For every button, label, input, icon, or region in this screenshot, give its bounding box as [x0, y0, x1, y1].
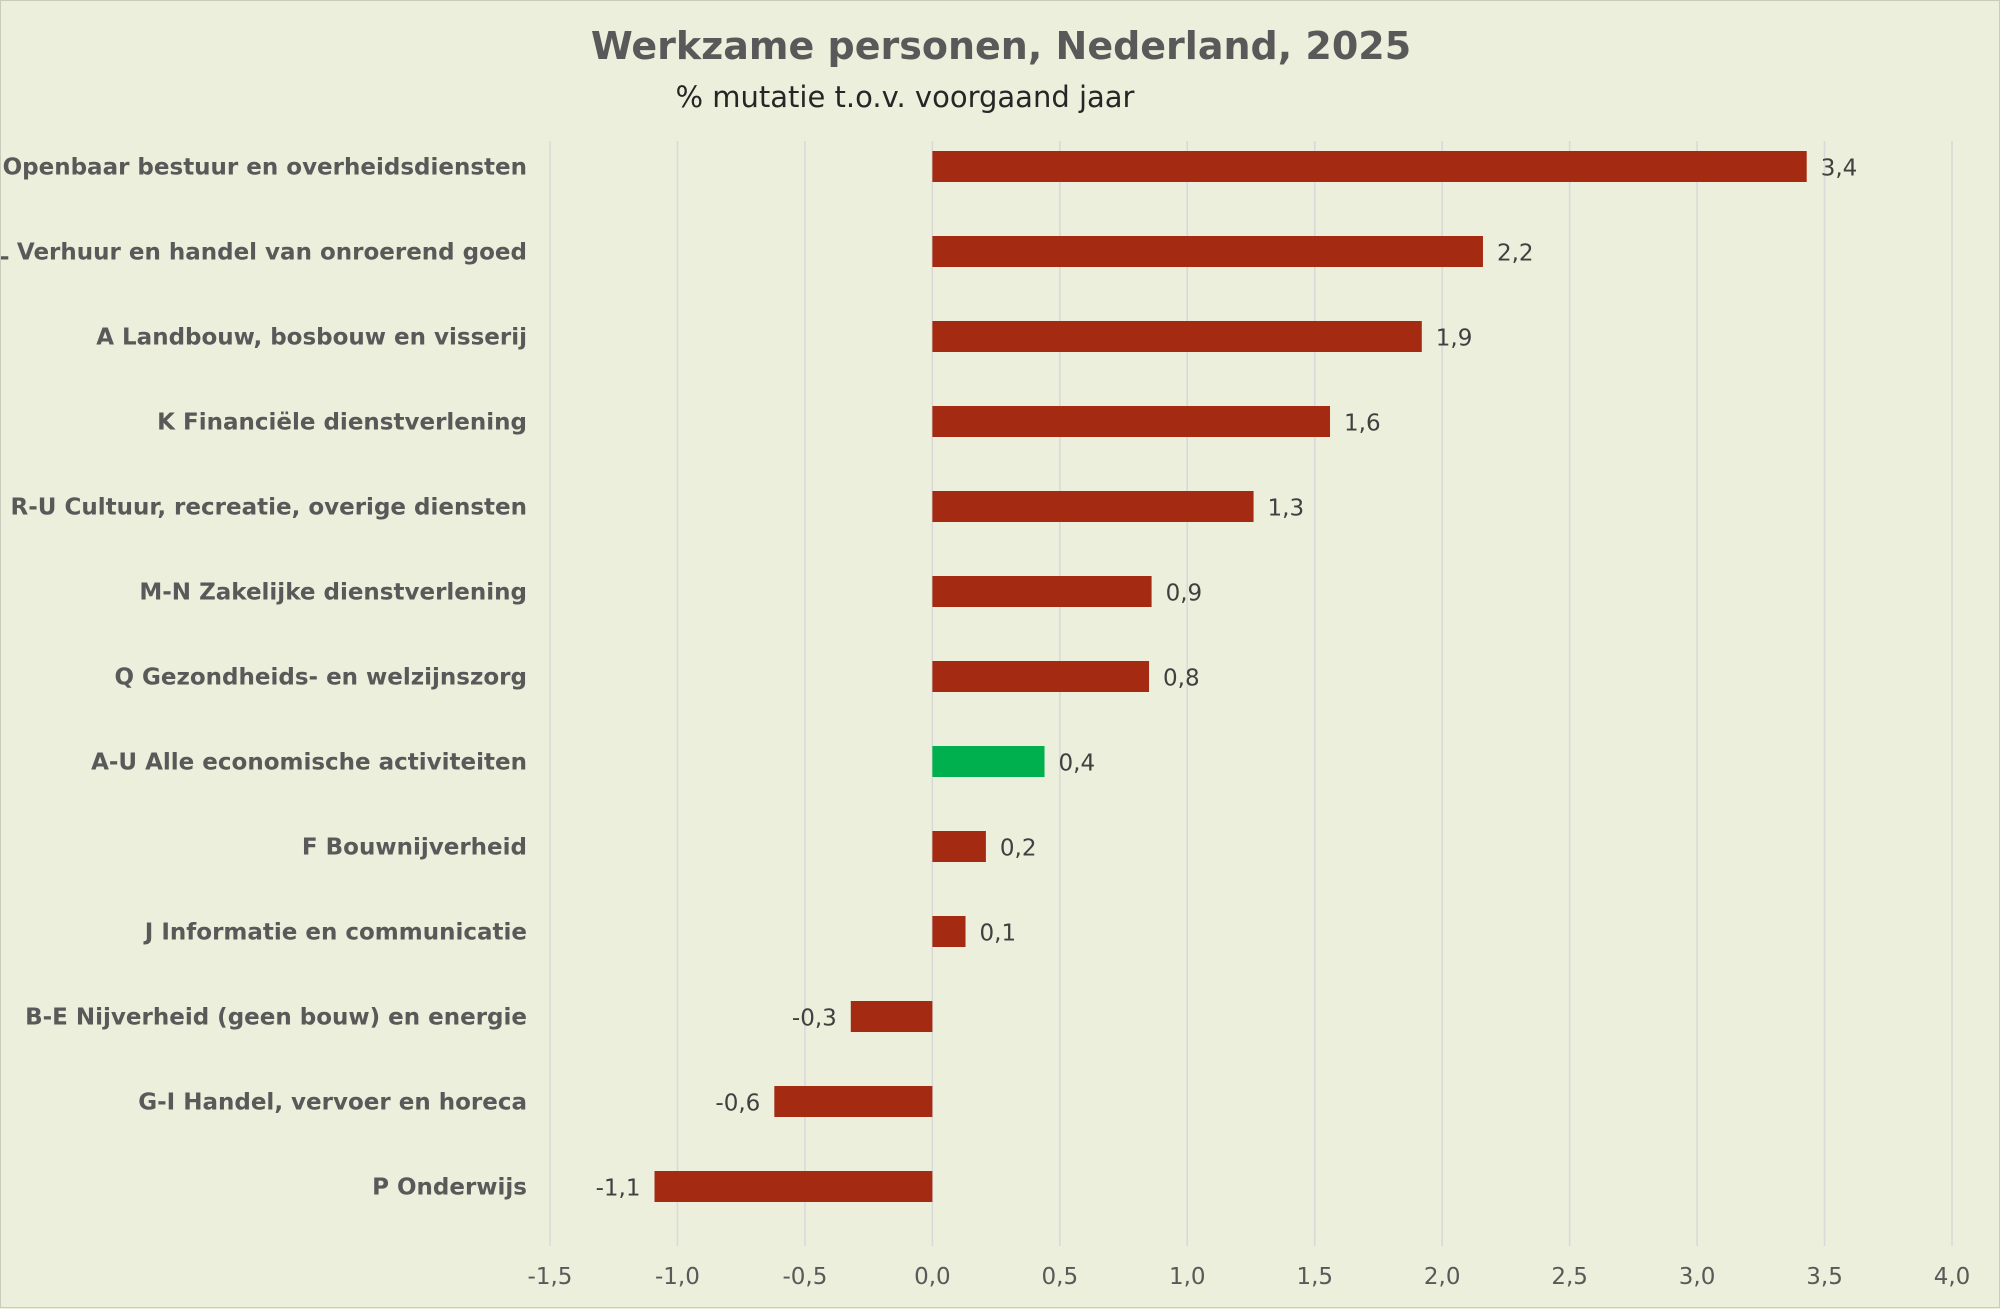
data-label: 0,1: [980, 921, 1017, 947]
bar: [654, 1171, 933, 1202]
category-label: O Openbaar bestuur en overheidsdiensten: [1, 155, 527, 181]
category-label: B-E Nijverheid (geen bouw) en energie: [25, 1005, 527, 1031]
x-tick-label: 2,0: [1424, 1264, 1461, 1290]
category-label: A-U Alle economische activiteiten: [91, 750, 527, 776]
x-tick-label: 2,5: [1551, 1264, 1588, 1290]
x-tick-label: 3,0: [1679, 1264, 1716, 1290]
category-label: K Financiële dienstverlening: [157, 410, 527, 436]
data-label: 1,6: [1344, 411, 1381, 437]
x-tick-label: 4,0: [1934, 1264, 1971, 1290]
x-tick-label: 1,0: [1169, 1264, 1206, 1290]
bar: [932, 661, 1150, 692]
bar: [932, 321, 1422, 352]
x-tick-label: 1,5: [1296, 1264, 1333, 1290]
bar: [932, 576, 1152, 607]
x-tick-label: -1,5: [528, 1264, 573, 1290]
category-label: G-I Handel, vervoer en horeca: [138, 1090, 527, 1116]
data-label: -0,3: [792, 1006, 837, 1032]
x-tick-label: 3,5: [1806, 1264, 1843, 1290]
category-labels: O Openbaar bestuur en overheidsdiensten L…: [1, 155, 527, 1201]
data-label: -0,6: [715, 1091, 760, 1117]
data-label: 2,2: [1497, 241, 1534, 267]
data-label: 3,4: [1821, 156, 1858, 182]
x-tick-label: 0,5: [1042, 1264, 1079, 1290]
data-label: 0,9: [1166, 581, 1203, 607]
category-label: A Landbouw, bosbouw en visserij: [96, 325, 527, 351]
bar: [774, 1086, 933, 1117]
chart-subtitle: % mutatie t.o.v. voorgaand jaar: [676, 80, 1135, 114]
category-label: F Bouwnijverheid: [302, 835, 527, 861]
bar: [932, 236, 1483, 267]
data-label: 1,9: [1436, 326, 1473, 352]
bars: [654, 151, 1807, 1202]
category-label: Q Gezondheids- en welzijnszorg: [114, 665, 527, 691]
category-label: P Onderwijs: [372, 1175, 527, 1201]
x-tick-label: 0,0: [914, 1264, 951, 1290]
category-label: L Verhuur en handel van onroerend goed: [1, 240, 527, 266]
category-label: M-N Zakelijke dienstverlening: [139, 580, 527, 606]
bar: [932, 916, 966, 947]
x-tick-label: -0,5: [782, 1264, 827, 1290]
x-tick-label: -1,0: [655, 1264, 700, 1290]
bar: [932, 746, 1045, 777]
bar: [932, 831, 986, 862]
bar: [850, 1001, 933, 1032]
data-label: -1,1: [596, 1176, 641, 1202]
category-label: R-U Cultuur, recreatie, overige diensten: [11, 495, 527, 521]
data-label: 0,2: [1000, 836, 1037, 862]
data-labels: 3,4 2,2 1,9 1,6 1,3 0,9 0,8 0,4 0,2 0,1 -0,3 -0,6 -1…: [596, 156, 1858, 1202]
chart-title: Werkzame personen, Nederland, 2025: [591, 24, 1411, 68]
data-label: 1,3: [1268, 496, 1305, 522]
gridlines: [549, 141, 1953, 1246]
bar: [932, 406, 1331, 437]
bar: [932, 491, 1254, 522]
data-label: 0,4: [1059, 751, 1096, 777]
data-label: 0,8: [1163, 666, 1200, 692]
bar: [932, 151, 1807, 182]
category-label: J Informatie en communicatie: [143, 920, 527, 946]
x-axis-tick-labels: -1,5 -1,0 -0,5 0,0 0,5 1,0 1,5 2,0 2,5 3,0 3,5 4,0: [528, 1264, 1971, 1290]
